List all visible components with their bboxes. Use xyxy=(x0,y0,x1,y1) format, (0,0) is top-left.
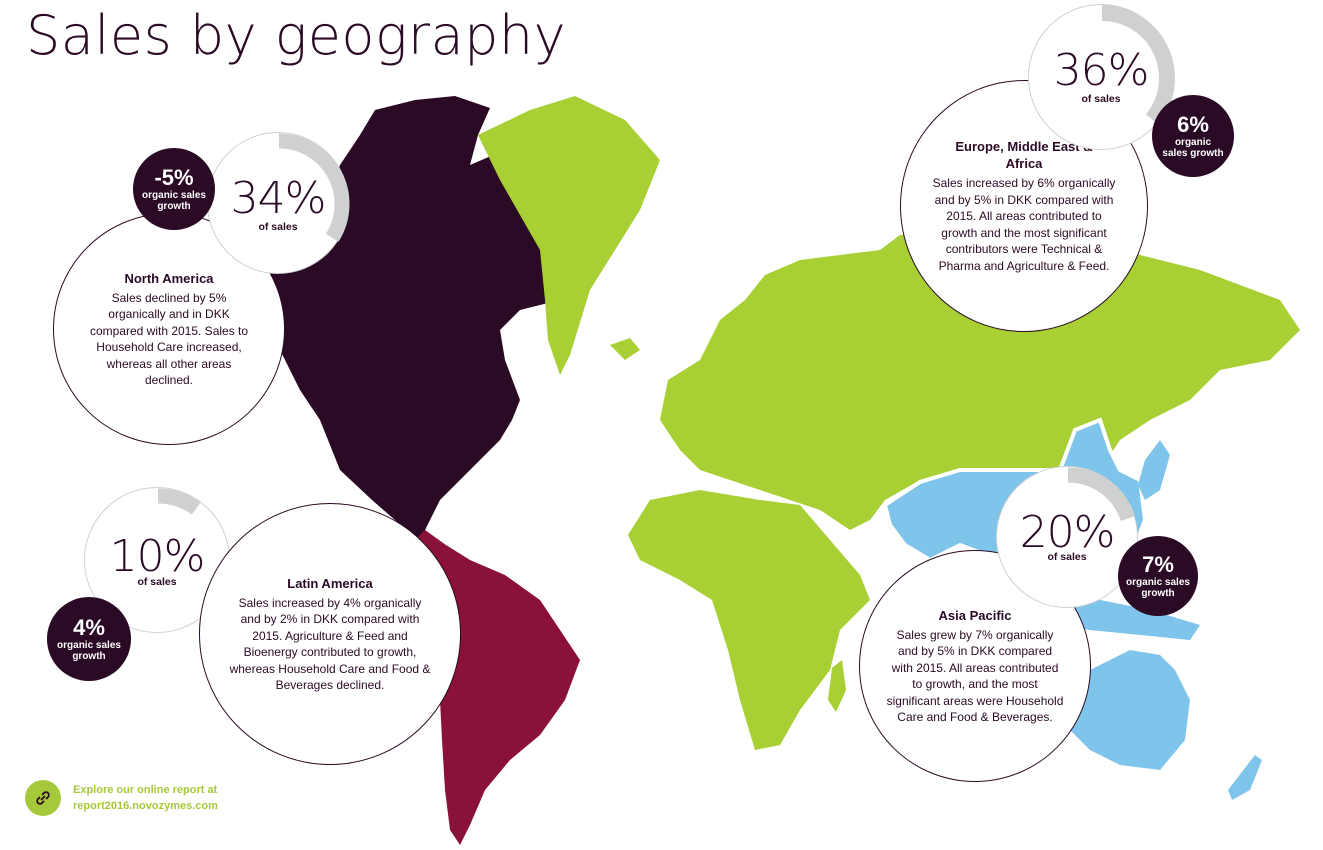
emea-growth-badge: 6% organic sales growth xyxy=(1152,95,1234,177)
asia-pacific-share-ring xyxy=(1067,467,1136,522)
north-america-title: North America xyxy=(124,270,214,286)
region-japan[interactable] xyxy=(1138,440,1170,500)
region-africa[interactable] xyxy=(628,490,870,750)
north-america-share-circle: 34% of sales xyxy=(207,132,350,274)
asia-pacific-info-circle: Asia Pacific Sales grew by 7% organicall… xyxy=(859,550,1091,782)
north-america-share-value: 34% xyxy=(230,173,327,224)
asia-pacific-growth-value: 7% xyxy=(1142,551,1174,577)
latin-america-growth-value: 4% xyxy=(73,614,105,640)
emea-share-label: of sales xyxy=(1081,93,1121,105)
asia-pacific-text: Sales grew by 7% organically and by 5% i… xyxy=(886,627,1064,725)
latin-america-info-circle: Latin America Sales increased by 4% orga… xyxy=(199,503,461,765)
region-new-zealand[interactable] xyxy=(1228,755,1262,800)
latin-america-share-value: 10% xyxy=(109,531,206,582)
emea-growth-label: organic sales growth xyxy=(1162,136,1224,159)
online-report-link[interactable]: report2016.novozymes.com xyxy=(73,800,218,812)
online-report-text[interactable]: Explore our online report at report2016.… xyxy=(73,782,218,814)
north-america-growth-value: -5% xyxy=(154,164,194,190)
emea-growth-value: 6% xyxy=(1177,111,1209,137)
region-eurasia[interactable] xyxy=(660,230,1300,530)
asia-pacific-share-value: 20% xyxy=(1019,507,1116,558)
asia-pacific-growth-label: organic sales growth xyxy=(1126,576,1190,599)
north-america-growth-badge: -5% organic sales growth xyxy=(133,148,215,230)
region-greenland[interactable] xyxy=(478,96,660,375)
asia-pacific-growth-badge: 7% organic sales growth xyxy=(1118,536,1198,616)
latin-america-title: Latin America xyxy=(287,575,373,591)
emea-text: Sales increased by 6% organically and by… xyxy=(932,176,1116,273)
online-report-footer[interactable]: Explore our online report at report2016.… xyxy=(25,780,218,816)
latin-america-share-label: of sales xyxy=(137,576,177,588)
asia-pacific-title: Asia Pacific xyxy=(938,607,1012,623)
link-icon-glyph xyxy=(36,791,50,805)
latin-america-growth-badge: 4% organic sales growth xyxy=(47,597,131,681)
north-america-text: Sales declined by 5% organically and in … xyxy=(89,290,249,388)
online-report-line1: Explore our online report at xyxy=(73,784,218,796)
asia-pacific-share-label: of sales xyxy=(1047,551,1087,563)
emea-share-circle: 36% of sales xyxy=(1028,4,1175,150)
region-indonesia[interactable] xyxy=(1050,600,1200,640)
emea-share-ring xyxy=(1101,5,1175,125)
region-australia[interactable] xyxy=(1070,650,1190,770)
emea-title: Europe, Middle East & Africa xyxy=(955,139,1093,171)
north-america-share-label: of sales xyxy=(258,221,298,233)
north-america-share-ring xyxy=(278,133,350,242)
link-icon[interactable] xyxy=(25,780,61,816)
latin-america-text: Sales increased by 4% organically and by… xyxy=(229,595,431,693)
region-iceland[interactable] xyxy=(610,338,640,360)
page-title: Sales by geography xyxy=(26,4,567,67)
north-america-growth-label: organic sales growth xyxy=(142,189,206,212)
asia-pacific-share-circle: 20% of sales xyxy=(996,466,1138,608)
region-madagascar[interactable] xyxy=(828,660,846,712)
latin-america-growth-label: organic sales growth xyxy=(57,639,121,662)
emea-share-value: 36% xyxy=(1053,45,1150,96)
latin-america-share-ring xyxy=(157,488,201,515)
